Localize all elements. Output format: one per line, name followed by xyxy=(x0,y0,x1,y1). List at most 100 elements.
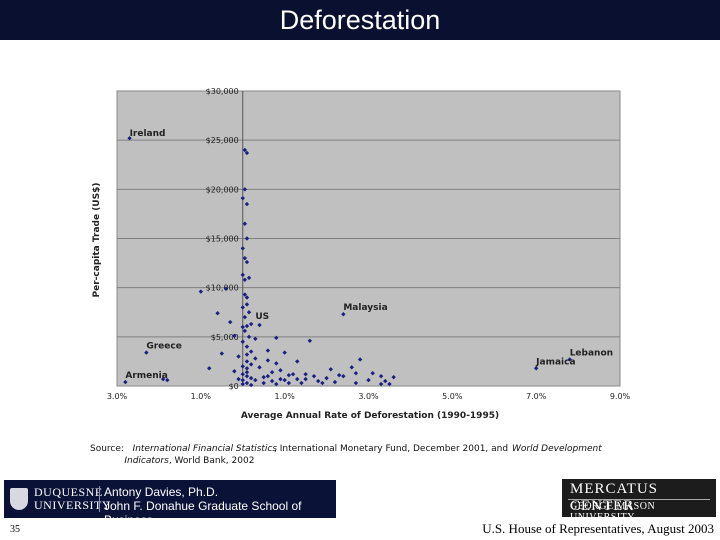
data-point xyxy=(391,374,396,380)
data-point xyxy=(244,373,250,379)
presenter-name: Antony Davies, Ph.D. xyxy=(104,485,219,499)
data-point xyxy=(383,378,388,384)
data-point xyxy=(123,379,128,385)
data-point xyxy=(248,349,254,354)
data-point xyxy=(336,372,342,378)
data-point xyxy=(248,321,254,327)
data-points xyxy=(123,136,572,388)
presenter-school: John F. Donahue Graduate School of Busin… xyxy=(104,499,302,527)
source-imf: , International Monetary Fund, December … xyxy=(274,444,509,454)
point-annotation: Jamaica xyxy=(535,357,575,367)
data-point xyxy=(265,348,271,353)
data-point xyxy=(248,362,254,367)
data-point xyxy=(242,292,248,297)
gridlines xyxy=(117,91,620,386)
source-indicators: Indicators xyxy=(124,456,169,466)
data-point xyxy=(357,357,363,362)
y-tick-label: $30,000 xyxy=(206,87,239,96)
duquesne-wordmark: DUQUESNE UNIVERSITY xyxy=(34,486,111,512)
mercatus-wordmark: MERCATUS CENTER xyxy=(570,481,659,514)
x-tick-label: 3.0% xyxy=(107,392,128,401)
page-number: 35 xyxy=(10,524,20,535)
y-tick-labels: $0 $5,000 $10,000 $15,000 $20,000 $25,000 $30,… xyxy=(206,87,239,391)
slide-title: Deforestation xyxy=(0,0,720,40)
y-tick-label: $10,000 xyxy=(206,284,239,293)
data-point xyxy=(316,378,321,384)
x-tick-labels: 3.0% 1.0% 1.0% 3.0% 5.0% 7.0% 9.0% xyxy=(107,392,631,401)
data-point xyxy=(253,336,258,341)
data-point xyxy=(307,338,313,343)
logo-divider xyxy=(99,486,100,512)
y-tick-label: $25,000 xyxy=(206,136,239,145)
data-point xyxy=(244,352,250,357)
data-point xyxy=(332,379,338,385)
data-point xyxy=(282,377,287,383)
duquesne-shield-icon xyxy=(10,488,28,510)
data-point xyxy=(290,372,296,377)
data-point xyxy=(341,373,346,379)
data-point xyxy=(295,376,300,382)
data-point xyxy=(248,382,254,388)
data-point xyxy=(311,373,317,379)
data-point xyxy=(282,350,287,355)
source-worldbank: , World Bank, 2002 xyxy=(168,456,255,466)
data-point xyxy=(232,333,237,339)
data-point xyxy=(567,357,572,362)
data-point xyxy=(165,377,170,383)
data-point xyxy=(127,136,132,141)
data-point xyxy=(303,372,308,377)
point-annotation: Lebanon xyxy=(570,348,613,358)
data-point xyxy=(144,350,149,355)
data-point xyxy=(269,378,275,384)
data-point xyxy=(378,373,384,379)
scatter-chart: $0 $5,000 $10,000 $15,000 $20,000 $25,000 $30,… xyxy=(92,87,631,421)
data-point xyxy=(244,359,250,364)
x-tick-label: 1.0% xyxy=(275,392,296,401)
data-point xyxy=(246,334,252,340)
data-point xyxy=(244,259,250,265)
data-point xyxy=(257,322,262,328)
data-point xyxy=(215,311,220,316)
data-point xyxy=(207,366,212,371)
data-point xyxy=(324,375,329,381)
data-point xyxy=(248,375,254,381)
y-axis-label: Per-capita Trade (US$) xyxy=(92,183,102,298)
data-point xyxy=(244,380,250,386)
x-tick-label: 1.0% xyxy=(191,392,212,401)
data-point xyxy=(303,376,308,382)
data-point xyxy=(274,335,279,341)
data-point xyxy=(223,286,229,291)
y-tick-label: $15,000 xyxy=(206,235,239,244)
data-point xyxy=(240,305,245,310)
data-point xyxy=(253,377,258,383)
data-point xyxy=(160,376,166,382)
data-point xyxy=(295,359,300,364)
data-point xyxy=(299,380,304,386)
x-axis-label: Average Annual Rate of Deforestation (19… xyxy=(241,411,499,421)
duquesne-line2: UNIVERSITY xyxy=(34,498,111,512)
data-point xyxy=(240,324,245,330)
data-point xyxy=(353,380,359,386)
point-annotation: Ireland xyxy=(130,129,166,139)
data-point xyxy=(387,381,392,387)
data-point xyxy=(227,319,233,325)
data-point xyxy=(244,201,250,207)
data-point xyxy=(278,368,283,373)
duquesne-line1: DUQUESNE xyxy=(34,485,103,499)
data-point xyxy=(257,365,262,370)
data-point xyxy=(232,369,237,374)
data-point xyxy=(370,371,375,376)
data-point xyxy=(240,381,245,387)
data-point xyxy=(246,310,252,315)
data-point xyxy=(242,314,248,320)
data-point xyxy=(240,195,245,201)
data-point xyxy=(244,236,250,241)
data-point xyxy=(242,277,248,282)
footer-text: U.S. House of Representatives, August 20… xyxy=(482,521,714,536)
data-point xyxy=(261,374,266,380)
data-point xyxy=(236,354,241,359)
y-tick-label: $20,000 xyxy=(206,185,239,194)
point-annotation: Armenia xyxy=(125,371,167,381)
source-wdi: World Development xyxy=(512,443,602,455)
data-point xyxy=(244,370,250,375)
